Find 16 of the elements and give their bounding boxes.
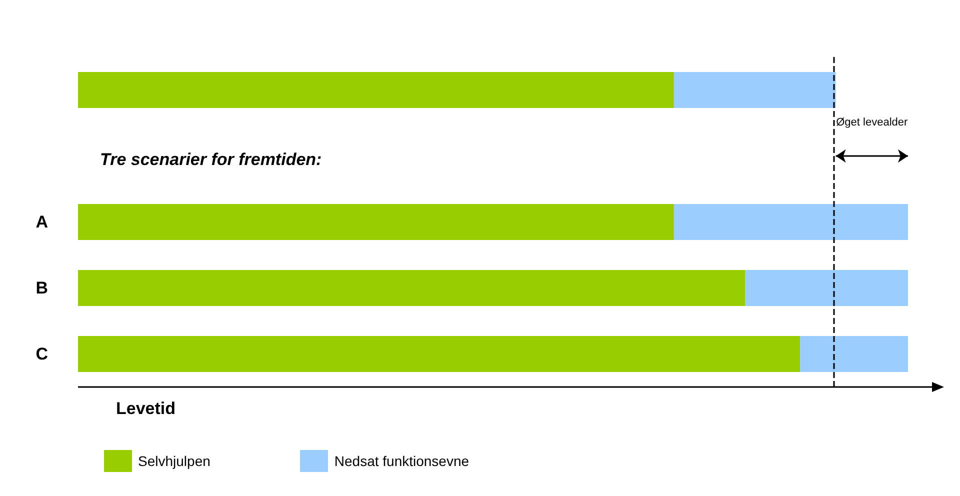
annotation: Tre scenarier for fremtiden:: [100, 150, 322, 169]
bar: [745, 270, 908, 306]
bar: [78, 270, 746, 306]
legend-label: Selvhjulpen: [138, 453, 210, 469]
legend-label: Nedsat funktionsevne: [334, 453, 470, 469]
y-tick-label: B: [36, 278, 48, 298]
bar: [674, 204, 908, 240]
bar: [800, 336, 908, 372]
y-tick-label: C: [36, 344, 48, 364]
bar: [78, 72, 674, 108]
y-tick-label: A: [36, 212, 48, 232]
annotation: Øget levealder: [836, 116, 908, 128]
bar: [78, 336, 800, 372]
bar: [674, 72, 836, 108]
x-axis-title: Levetid: [116, 399, 176, 418]
bar: [78, 204, 674, 240]
